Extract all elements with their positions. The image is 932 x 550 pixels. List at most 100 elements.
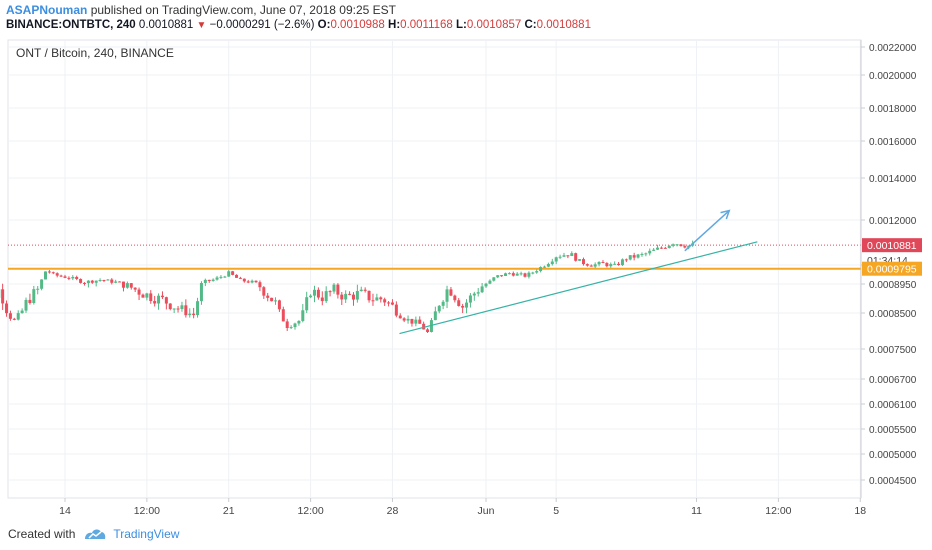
close-label: C: [524, 19, 537, 31]
candle-body [235, 274, 239, 278]
candle-body [437, 305, 441, 312]
candle-body [554, 257, 558, 262]
candle-body [274, 300, 278, 302]
candle-body [457, 300, 461, 306]
low-label: L: [456, 19, 467, 31]
candle-body [628, 255, 632, 260]
price-tick-label: 0.0005000 [869, 450, 917, 461]
candle-body [465, 302, 469, 308]
price-axis[interactable]: 0.0022000 0.0020000 0.0018000 0.0016000 0.00… [860, 40, 922, 498]
candle-body [679, 244, 683, 247]
candle-body [20, 310, 24, 314]
last-price-tag: 0.0010881 [867, 240, 917, 252]
candle-body [593, 264, 597, 267]
candle-body [332, 284, 336, 292]
candle-body [449, 289, 453, 296]
candle-body [129, 283, 133, 288]
price-tick-label: 0.0020000 [869, 71, 917, 82]
candle-body [94, 280, 98, 283]
candle-body [348, 293, 352, 295]
candle-body [277, 300, 281, 310]
candle-body [82, 282, 86, 284]
candle-body [118, 281, 122, 283]
candle-body [535, 271, 539, 273]
candle-body [289, 327, 293, 329]
candle-body [172, 308, 176, 310]
candle-body [266, 295, 270, 298]
candle-body [36, 288, 40, 290]
candle-body [149, 293, 153, 302]
candle-body [106, 279, 110, 281]
created-with-label: Created with [8, 527, 76, 541]
candle-body [480, 286, 484, 293]
time-tick-label: 12:00 [765, 505, 791, 517]
candle-body [363, 289, 367, 291]
candle-body [601, 262, 605, 264]
candle-body [652, 249, 656, 251]
candle-body [496, 275, 500, 278]
time-tick-label: 5 [553, 505, 559, 517]
time-tick-label: 18 [854, 505, 866, 517]
forecast-arrow[interactable] [684, 209, 730, 252]
candle-body [624, 259, 628, 261]
candle-body [340, 294, 344, 300]
last-price-value: 0.0010881 [138, 19, 194, 31]
candle-body [55, 273, 59, 276]
candle-body [180, 305, 184, 309]
candle-body [441, 301, 445, 306]
time-axis[interactable]: 14 12:00 21 12:00 28 Jun 5 11 12:00 18 [59, 498, 866, 517]
candle-body [383, 299, 387, 303]
candle-body [566, 255, 570, 257]
candle-body [394, 304, 398, 316]
price-tick-label: 0.0006700 [869, 375, 917, 386]
candle-body [153, 301, 157, 304]
candle-body [539, 267, 543, 272]
candle-body [562, 255, 566, 257]
candle-body [207, 279, 211, 281]
candle-body [667, 245, 671, 249]
candle-body [196, 301, 200, 316]
candle-body [285, 321, 289, 329]
candle-body [305, 297, 309, 311]
price-tick-label: 0.0008950 [869, 280, 917, 291]
candle-body [227, 271, 231, 277]
candle-body [656, 247, 660, 250]
candle-body [461, 305, 465, 308]
candle-body [114, 281, 118, 283]
close-value: 0.0010881 [536, 19, 591, 31]
tradingview-brand-link[interactable]: TradingView [113, 527, 180, 541]
candle-body [160, 295, 164, 298]
author-link[interactable]: ASAPNouman [6, 3, 88, 17]
candle-body [297, 320, 301, 324]
candle-body [254, 280, 258, 283]
candle-body [515, 273, 519, 276]
price-tick-label: 0.0005500 [869, 425, 917, 436]
candle-body [262, 287, 266, 296]
low-value: 0.0010857 [466, 19, 522, 31]
price-tick-label: 0.0018000 [869, 104, 917, 115]
candle-body [90, 280, 94, 283]
candle-body [671, 244, 675, 246]
candle-body [605, 263, 609, 267]
candle-body [504, 273, 508, 276]
candle-body [324, 291, 328, 302]
trendline[interactable] [399, 241, 758, 335]
candle-body [379, 297, 383, 300]
candle-body [663, 247, 667, 249]
candle-body [250, 280, 254, 283]
price-tick-label: 0.0007500 [869, 345, 917, 356]
candle-body [223, 276, 227, 278]
candle-body [581, 259, 585, 265]
candle-body [219, 276, 223, 278]
candle-body [75, 276, 79, 280]
candle-body [398, 315, 402, 319]
candle-body [145, 293, 149, 298]
candle-body [648, 250, 652, 254]
candle-body [293, 323, 297, 328]
price-tick-label: 0.0022000 [869, 43, 917, 54]
candle-body [406, 318, 410, 321]
candle-body [375, 297, 379, 301]
candle-body [402, 318, 406, 321]
candle-body [484, 283, 488, 287]
